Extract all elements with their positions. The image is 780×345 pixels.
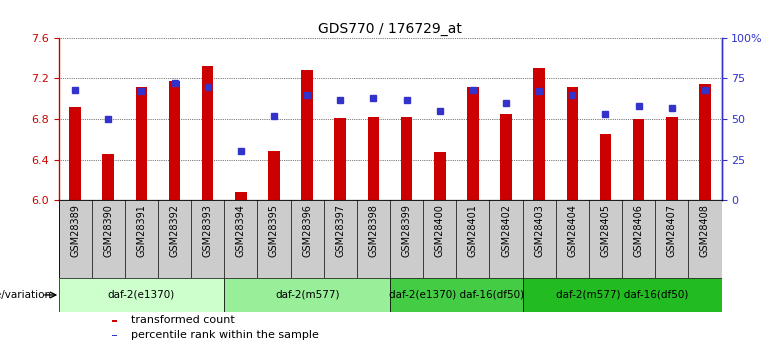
Bar xyxy=(699,83,711,200)
Bar xyxy=(467,87,479,200)
Text: GSM28400: GSM28400 xyxy=(434,204,445,257)
Text: daf-2(e1370) daf-16(df50): daf-2(e1370) daf-16(df50) xyxy=(388,290,524,300)
Text: GSM28393: GSM28393 xyxy=(203,204,213,257)
Text: daf-2(e1370): daf-2(e1370) xyxy=(108,290,175,300)
Bar xyxy=(268,151,280,200)
Text: GSM28394: GSM28394 xyxy=(236,204,246,257)
Text: GSM28390: GSM28390 xyxy=(103,204,113,257)
Text: GSM28392: GSM28392 xyxy=(169,204,179,257)
Bar xyxy=(202,66,214,200)
Text: GSM28405: GSM28405 xyxy=(601,204,611,257)
Bar xyxy=(666,117,678,200)
Bar xyxy=(102,155,114,200)
Bar xyxy=(58,278,225,312)
Text: transformed count: transformed count xyxy=(131,315,236,325)
Text: GSM28406: GSM28406 xyxy=(633,204,643,257)
Text: GSM28408: GSM28408 xyxy=(700,204,710,257)
Text: GSM28403: GSM28403 xyxy=(534,204,544,257)
Text: daf-2(m577): daf-2(m577) xyxy=(275,290,339,300)
Text: GSM28407: GSM28407 xyxy=(667,204,677,257)
Text: GSM28404: GSM28404 xyxy=(567,204,577,257)
Text: GSM28397: GSM28397 xyxy=(335,204,346,257)
Bar xyxy=(566,87,578,200)
Bar xyxy=(390,278,523,312)
Bar xyxy=(112,335,117,336)
Text: GSM28398: GSM28398 xyxy=(368,204,378,257)
Text: GSM28401: GSM28401 xyxy=(468,204,478,257)
Bar xyxy=(136,87,147,200)
Bar xyxy=(225,278,390,312)
Bar xyxy=(335,118,346,200)
Bar xyxy=(534,68,545,200)
Bar xyxy=(235,192,246,200)
Title: GDS770 / 176729_at: GDS770 / 176729_at xyxy=(318,21,462,36)
Text: percentile rank within the sample: percentile rank within the sample xyxy=(131,330,319,340)
Bar xyxy=(434,152,445,200)
Text: GSM28402: GSM28402 xyxy=(501,204,511,257)
Bar xyxy=(168,80,180,200)
Text: GSM28391: GSM28391 xyxy=(136,204,147,257)
Text: GSM28389: GSM28389 xyxy=(70,204,80,257)
Text: GSM28396: GSM28396 xyxy=(302,204,312,257)
Bar xyxy=(401,117,413,200)
Bar xyxy=(633,119,644,200)
Text: daf-2(m577) daf-16(df50): daf-2(m577) daf-16(df50) xyxy=(556,290,688,300)
Bar xyxy=(69,107,81,200)
Text: GSM28399: GSM28399 xyxy=(402,204,412,257)
Bar xyxy=(523,278,722,312)
Bar xyxy=(367,117,379,200)
Text: genotype/variation: genotype/variation xyxy=(0,290,51,300)
Bar xyxy=(500,114,512,200)
Bar xyxy=(301,70,313,200)
Bar xyxy=(112,320,117,322)
Bar xyxy=(600,134,612,200)
Text: GSM28395: GSM28395 xyxy=(269,204,279,257)
